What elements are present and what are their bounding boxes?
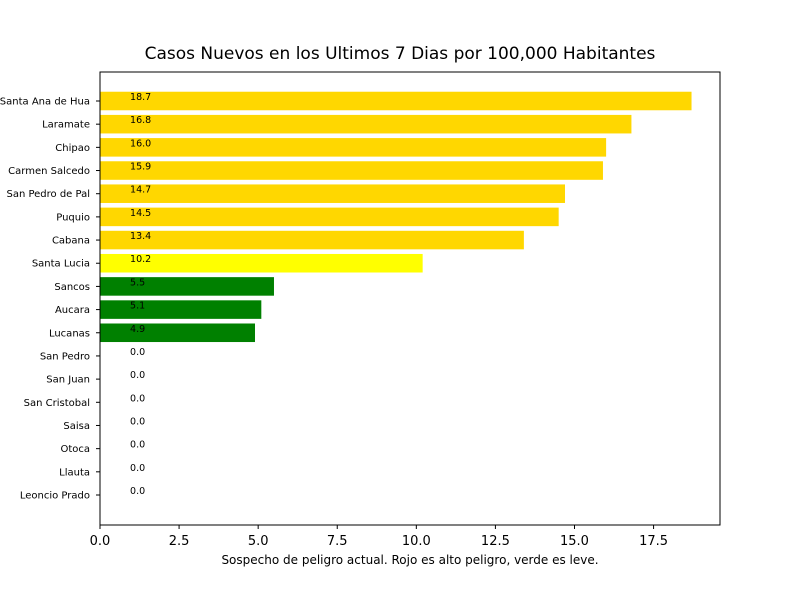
bar (100, 277, 274, 296)
bar (100, 230, 524, 250)
x-tick-label: 10.0 (402, 534, 431, 549)
chart-title: Casos Nuevos en los Ultimos 7 Dias por 1… (145, 44, 656, 64)
data-label: 14.7 (130, 185, 151, 196)
bar (100, 207, 559, 227)
y-tick-label: Chipao (55, 143, 90, 154)
y-tick-label: Otoca (60, 444, 90, 455)
data-label: 4.9 (130, 324, 145, 335)
y-tick-label: San Cristobal (24, 398, 90, 409)
y-tick-label: Santa Ana de Hua (0, 97, 90, 108)
x-tick-label: 15.0 (560, 534, 589, 549)
bar (100, 91, 692, 111)
plot-frame (99, 71, 721, 526)
data-labels-layer: 18.7 16.8 16.0 15.9 14.7 14.5 13.4 10.2 5.5 5.1 4.… (130, 92, 151, 497)
data-label: 0.0 (130, 416, 145, 427)
y-tick-label: Saisa (63, 421, 90, 432)
bar (100, 323, 255, 343)
bar (100, 184, 565, 203)
y-tick-label: San Pedro de Pal (6, 189, 90, 200)
y-tick-label: Santa Lucia (32, 259, 90, 270)
y-tick-label: Aucara (55, 305, 90, 316)
data-label: 5.5 (130, 277, 145, 288)
bar (100, 300, 262, 319)
y-tick-label: Carmen Salcedo (8, 166, 90, 177)
x-tick-label: 17.5 (639, 534, 668, 549)
x-axis-label: Sospecho de peligro actual. Rojo es alto… (221, 553, 598, 567)
data-label: 0.0 (130, 370, 145, 381)
x-axis: 0.0 2.5 5.0 7.5 10.0 12.5 15.0 17.5 (90, 525, 668, 549)
data-label: 0.0 (130, 393, 145, 404)
y-tick-label: Sancos (54, 282, 90, 293)
x-tick-label: 12.5 (481, 534, 510, 549)
y-tick-label: Lucanas (49, 328, 90, 339)
bar (100, 253, 423, 273)
x-tick-label: 7.5 (327, 534, 348, 549)
data-label: 5.1 (130, 301, 145, 312)
data-label: 0.0 (130, 463, 145, 474)
y-tick-label: Leoncio Prado (20, 491, 90, 502)
data-label: 13.4 (130, 231, 151, 242)
y-tick-label: Puquio (56, 212, 90, 223)
y-tick-label: Llauta (59, 467, 90, 478)
bar (100, 114, 632, 134)
y-tick-label: Laramate (42, 120, 90, 131)
x-tick-label: 5.0 (248, 534, 269, 549)
data-label: 0.0 (130, 347, 145, 358)
data-label: 10.2 (130, 254, 151, 265)
y-tick-label: Cabana (52, 236, 90, 247)
data-label: 18.7 (130, 92, 151, 103)
x-tick-label: 2.5 (169, 534, 190, 549)
y-tick-label: San Juan (46, 375, 90, 386)
data-label: 0.0 (130, 486, 145, 497)
data-label: 16.0 (130, 138, 151, 149)
y-tick-label: San Pedro (40, 351, 90, 362)
data-label: 16.8 (130, 115, 151, 126)
bar (100, 138, 607, 157)
data-label: 15.9 (130, 162, 151, 173)
bars-layer (100, 91, 692, 343)
bar (100, 161, 603, 180)
y-axis: Santa Ana de Hua Laramate Chipao Carmen Sal… (0, 97, 100, 502)
data-label: 0.0 (130, 440, 145, 451)
data-label: 14.5 (130, 208, 151, 219)
x-tick-label: 0.0 (90, 534, 111, 549)
